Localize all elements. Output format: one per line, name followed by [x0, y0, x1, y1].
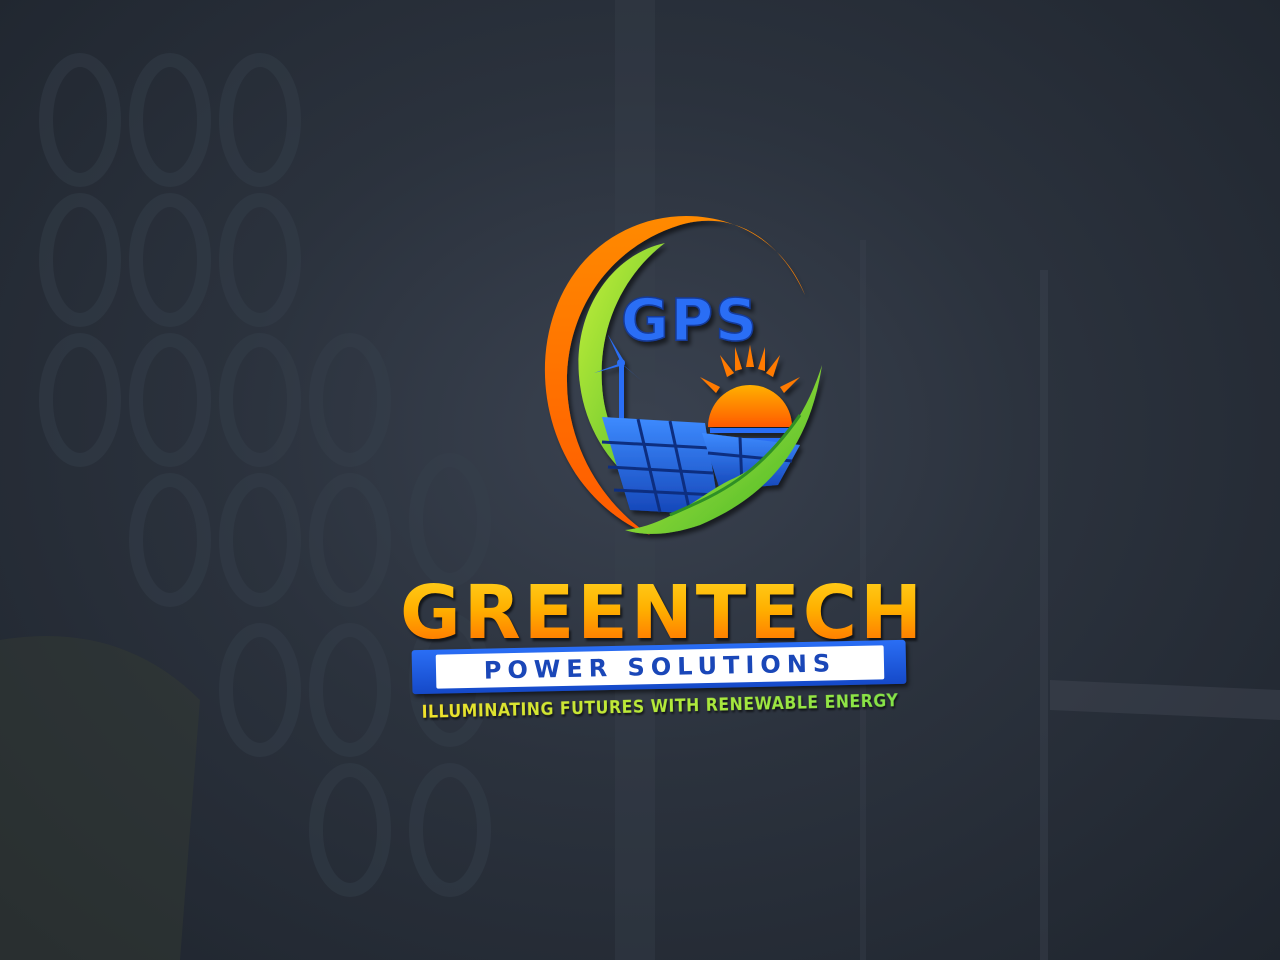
logo-name: GREENTECH [400, 570, 926, 656]
subtitle-band-inner: POWER SOLUTIONS [435, 645, 885, 689]
logo-emblem: GPS [544, 216, 822, 535]
logo-subtitle: POWER SOLUTIONS [483, 649, 837, 685]
wind-turbine-icon [594, 335, 642, 419]
logo-tagline: ILLUMINATING FUTURES WITH RENEWABLE ENER… [400, 689, 920, 726]
leaf-icon [625, 365, 822, 534]
subtitle-band: POWER SOLUTIONS [411, 639, 907, 695]
company-logo: GPS GREENTECH POWER SOLUTIONS ILLUMINATI… [400, 195, 926, 735]
logo-monogram: GPS [621, 286, 759, 354]
sun-icon [700, 345, 800, 443]
